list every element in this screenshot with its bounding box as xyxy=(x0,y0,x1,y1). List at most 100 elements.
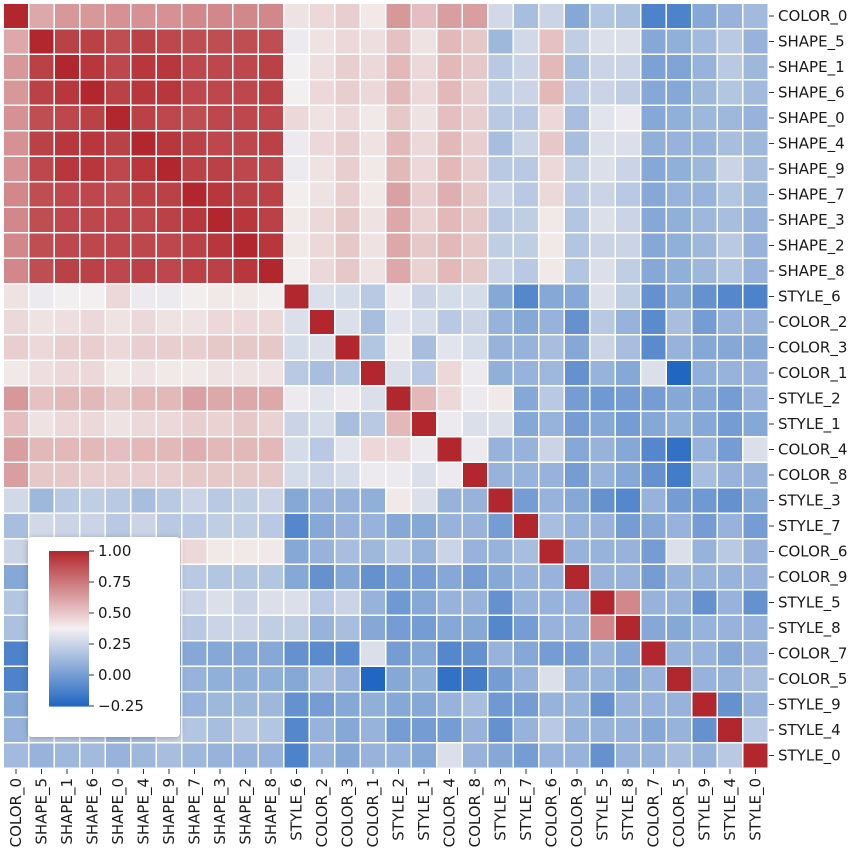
heatmap-cell xyxy=(488,743,513,768)
colorbar-segment xyxy=(49,704,89,707)
heatmap-cell xyxy=(106,55,130,79)
heatmap-cell xyxy=(182,259,207,283)
heatmap-cell xyxy=(4,4,28,28)
heatmap-cell xyxy=(488,667,513,691)
heatmap-cell xyxy=(259,514,283,538)
heatmap-cell xyxy=(386,641,411,666)
heatmap-cell xyxy=(488,29,513,54)
heatmap-cell xyxy=(590,131,615,156)
heatmap-cell xyxy=(539,667,564,691)
heatmap-cell xyxy=(157,386,181,411)
heatmap-cell xyxy=(488,310,513,334)
colorbar-segment xyxy=(49,636,89,639)
heatmap-cell xyxy=(743,233,768,258)
colorbar-segment xyxy=(49,651,89,655)
heatmap-cell xyxy=(4,131,28,156)
heatmap-cell xyxy=(667,616,691,640)
heatmap-cell xyxy=(539,437,564,462)
heatmap-cell xyxy=(488,55,513,79)
heatmap-cell xyxy=(386,743,411,768)
heatmap-cell xyxy=(539,641,564,666)
y-tick-label: COLOR_9 xyxy=(778,568,847,587)
heatmap-cell xyxy=(692,131,717,156)
heatmap-cell xyxy=(284,361,309,385)
heatmap-cell xyxy=(157,514,181,538)
heatmap-cell xyxy=(616,259,640,283)
x-tick-label: SHAPE_0 xyxy=(109,778,128,845)
colorbar-segment xyxy=(49,626,89,630)
colorbar-segment xyxy=(49,657,89,661)
heatmap-cell xyxy=(437,463,462,487)
heatmap-cell xyxy=(692,157,717,181)
heatmap-cell xyxy=(259,361,283,385)
colorbar-segment xyxy=(49,655,89,659)
heatmap-cell xyxy=(157,233,181,258)
heatmap-cell xyxy=(386,565,411,589)
x-tick-label: STYLE_9 xyxy=(696,778,715,841)
heatmap-cell xyxy=(55,106,79,130)
heatmap-cell xyxy=(616,4,640,28)
heatmap-cell xyxy=(233,80,258,105)
heatmap-cell xyxy=(233,208,258,232)
heatmap-cell xyxy=(386,616,411,640)
heatmap-cell xyxy=(386,539,411,564)
heatmap-cell xyxy=(284,55,309,79)
heatmap-cell xyxy=(310,386,334,411)
heatmap-cell xyxy=(692,412,717,436)
colorbar-segment xyxy=(49,680,89,684)
y-tick-label: STYLE_2 xyxy=(778,390,841,409)
heatmap-cell xyxy=(437,743,462,768)
colorbar-segment xyxy=(49,688,89,692)
heatmap-cell xyxy=(29,106,54,130)
colorbar-segment xyxy=(49,605,89,608)
heatmap-cell xyxy=(55,80,79,105)
colorbar-segment xyxy=(49,675,89,678)
heatmap-cell xyxy=(157,80,181,105)
heatmap-cell xyxy=(208,284,232,309)
heatmap-cell xyxy=(616,310,640,334)
heatmap-cell xyxy=(310,412,334,436)
heatmap-cell xyxy=(565,514,589,538)
y-tick-label: STYLE_3 xyxy=(778,492,841,511)
heatmap-cell xyxy=(208,488,232,513)
heatmap-cell xyxy=(335,565,360,589)
heatmap-cell xyxy=(641,361,666,385)
heatmap-cell xyxy=(131,80,156,105)
heatmap-cell xyxy=(80,412,105,436)
heatmap-cell xyxy=(692,4,717,28)
heatmap-cell xyxy=(463,55,487,79)
heatmap-cell xyxy=(692,335,717,360)
heatmap-cell xyxy=(284,641,309,666)
heatmap-cell xyxy=(463,131,487,156)
heatmap-cell xyxy=(80,106,105,130)
colorbar-segment xyxy=(49,587,89,591)
heatmap-cell xyxy=(310,743,334,768)
heatmap-cell xyxy=(539,106,564,130)
heatmap-cell xyxy=(718,412,742,436)
colorbar-segment xyxy=(49,644,89,647)
colorbar-segment xyxy=(49,580,89,583)
heatmap-cell xyxy=(463,386,487,411)
heatmap-cell xyxy=(743,616,768,640)
colorbar-segment xyxy=(49,624,89,628)
heatmap-cell xyxy=(718,692,742,717)
heatmap-cell xyxy=(386,335,411,360)
heatmap-cell xyxy=(80,233,105,258)
heatmap-cell xyxy=(743,718,768,742)
heatmap-cell xyxy=(463,182,487,207)
heatmap-cell xyxy=(565,641,589,666)
heatmap-cell xyxy=(4,514,28,538)
y-tick-label: COLOR_4 xyxy=(778,441,847,460)
heatmap-cell xyxy=(641,29,666,54)
heatmap-cell xyxy=(743,157,768,181)
heatmap-cell xyxy=(335,80,360,105)
heatmap-cell xyxy=(412,29,436,54)
heatmap-cell xyxy=(310,718,334,742)
heatmap-cell xyxy=(157,182,181,207)
heatmap-cell xyxy=(80,29,105,54)
y-tick-label: STYLE_9 xyxy=(778,696,841,715)
heatmap-cell xyxy=(4,565,28,589)
heatmap-cell xyxy=(386,131,411,156)
heatmap-cell xyxy=(233,233,258,258)
heatmap-cell xyxy=(361,284,385,309)
